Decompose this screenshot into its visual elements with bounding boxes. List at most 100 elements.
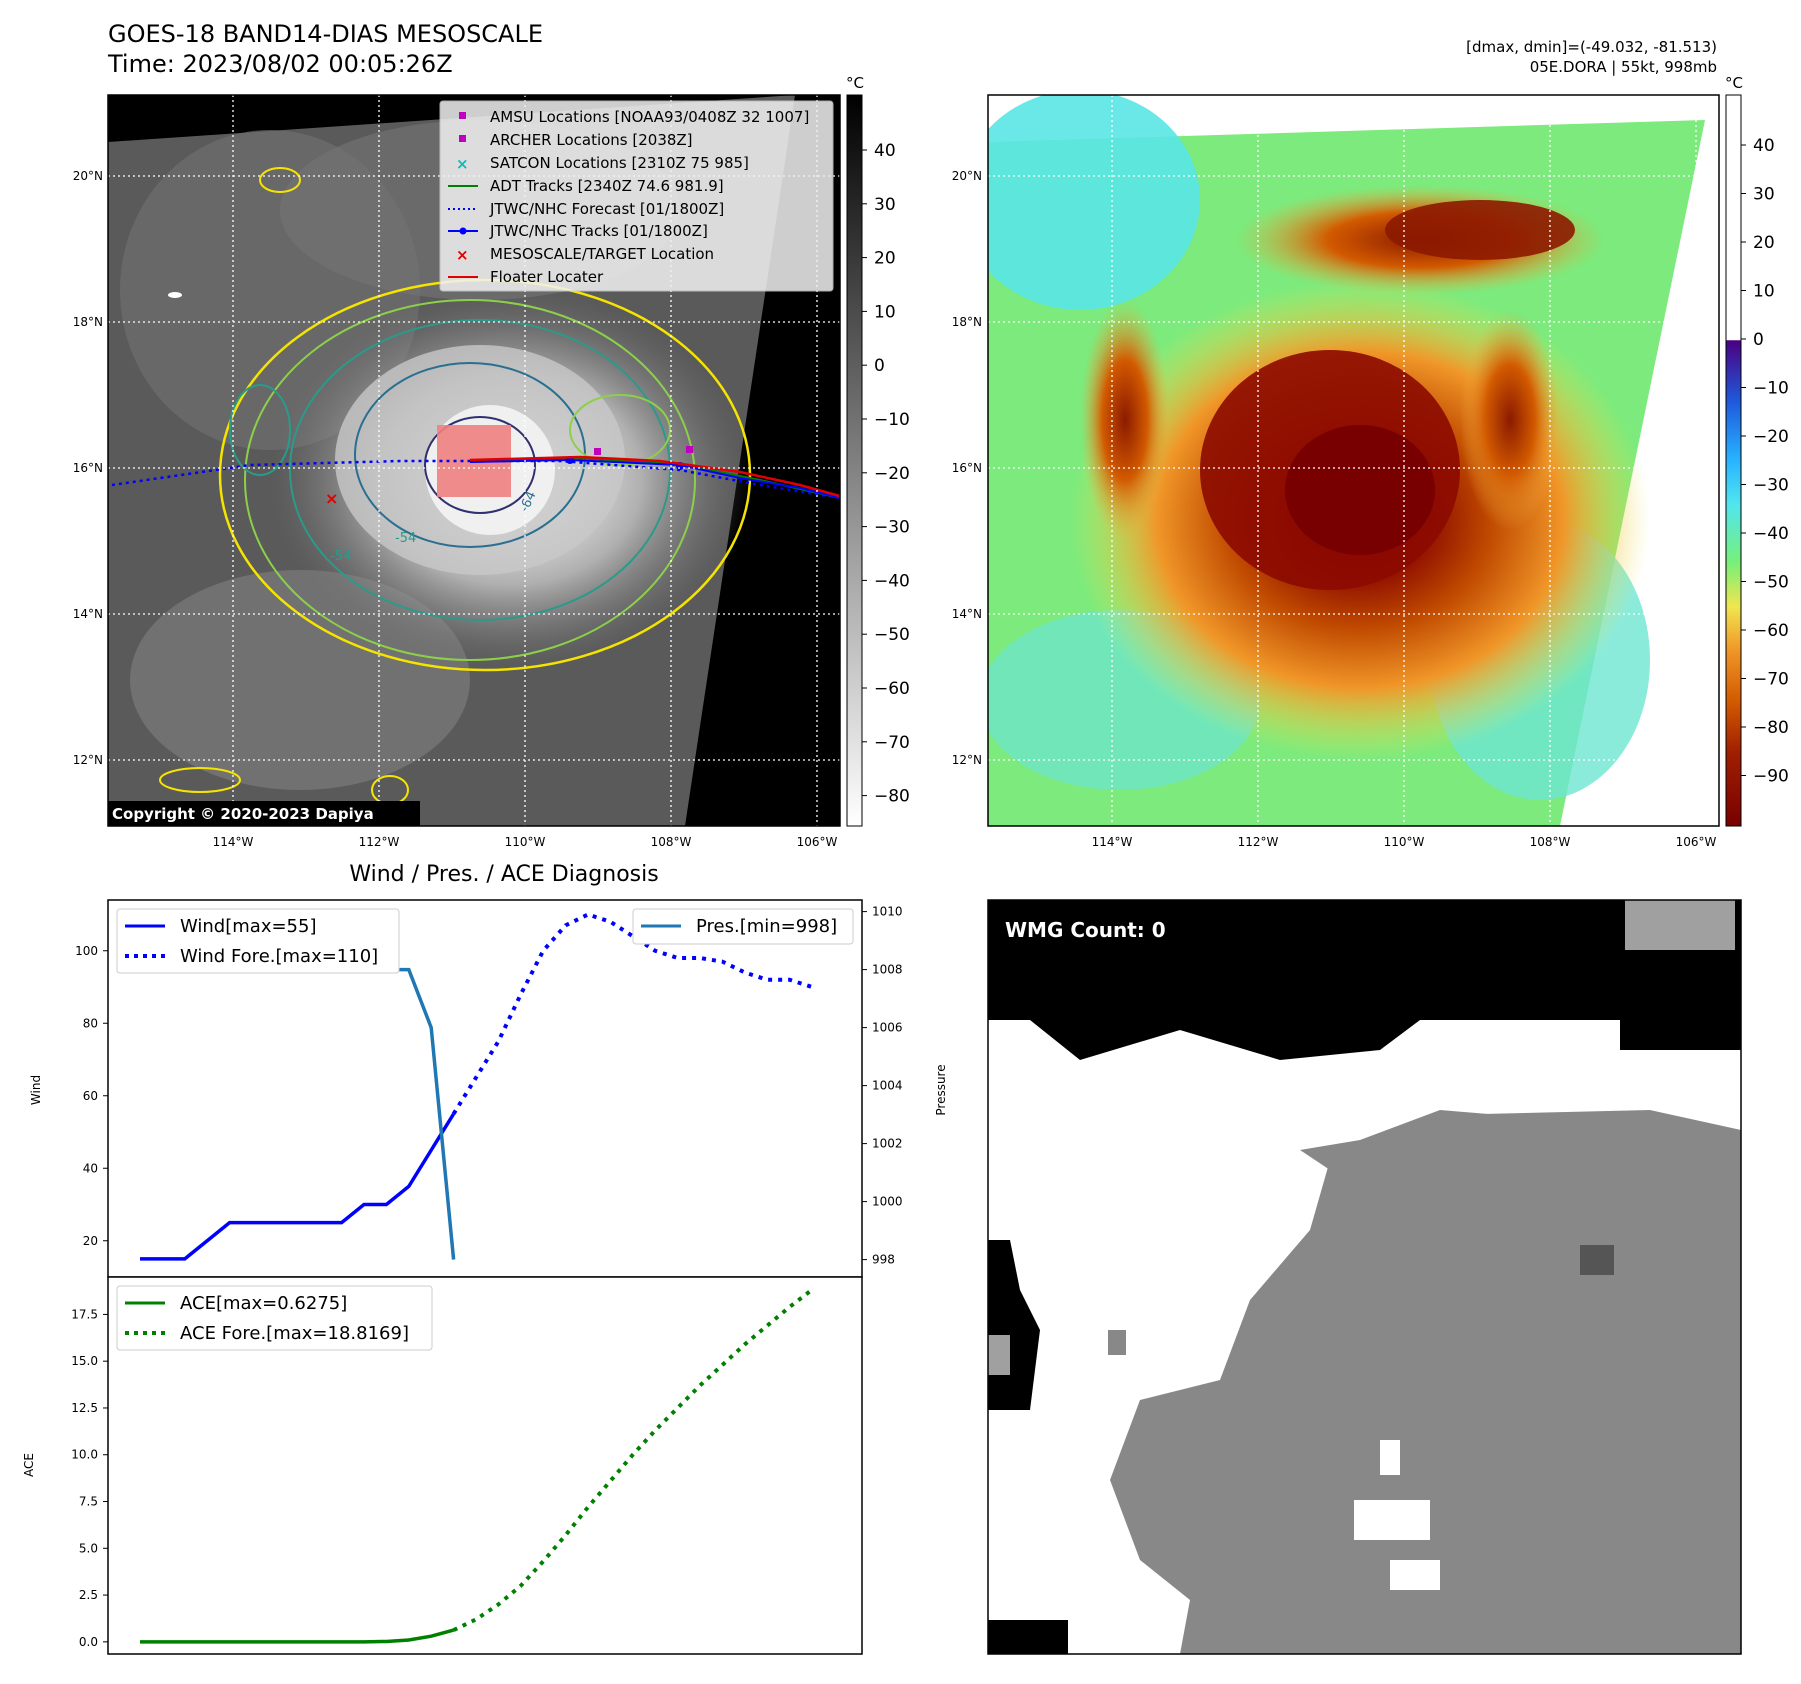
colorbar-tick-label: 0: [874, 356, 885, 376]
wmg-panel: WMG Count: 0: [987, 899, 1742, 1655]
lon-label: 114°W: [213, 835, 254, 849]
ir-color-enhanced-map: [988, 95, 1719, 826]
colorbar-tick-label: −30: [874, 518, 910, 538]
lat-label: 20°N: [73, 169, 103, 183]
lon-label: 112°W: [359, 835, 400, 849]
wind-pressure-plot: 100 80 60 40 20 1010 1008 1006 1004 1002 1000 998 W…: [29, 899, 948, 1278]
colorbar-tick-label: 20: [874, 249, 896, 269]
colorbar-tick-label: −30: [1753, 476, 1789, 496]
figure-title-line1: GOES-18 BAND14-DIAS MESOSCALE: [108, 20, 544, 48]
contour-navy: [424, 416, 536, 514]
pressure-tick-label: 1008: [872, 963, 903, 977]
colorbar-grayscale: °C 40 30 20 10 0 −10 −20 −30 −40 −50 −60 −70 −80: [846, 74, 910, 827]
pressure-tick-label: 998: [872, 1253, 895, 1267]
colorbar-tick-label: 10: [874, 302, 896, 322]
ace-tick-label: 0.0: [79, 1635, 98, 1649]
colorbar-tick-label: −50: [874, 625, 910, 645]
series-line-ace-forecast: [452, 1288, 814, 1632]
colorbar-unit: °C: [1725, 74, 1743, 92]
ace-tick-label: 7.5: [79, 1495, 98, 1509]
ace-legend: ACE[max=0.6275] ACE Fore.[max=18.8169]: [116, 1285, 433, 1351]
lon-label: 112°W: [1238, 835, 1279, 849]
contour-lightgreen: [244, 299, 696, 661]
colorbar-tick-label: −50: [1753, 573, 1789, 593]
colorbar-tick-label: −20: [874, 464, 910, 484]
lat-label: 16°N: [73, 461, 103, 475]
wind-tick-label: 100: [75, 944, 98, 958]
colorbar-tick-label: −20: [1753, 427, 1789, 447]
ace-tick-label: 15.0: [71, 1354, 98, 1368]
lat-label: 18°N: [952, 315, 982, 329]
map-legend: AMSU Locations [NOAA93/0408Z 32 1007] AR…: [439, 100, 834, 292]
colorbar-unit: °C: [846, 74, 864, 92]
contour-label: -54: [330, 549, 351, 564]
ace-tick-label: 17.5: [71, 1307, 98, 1321]
dmax-dmin-readout: [dmax, dmin]=(-49.032, -81.513): [1466, 38, 1717, 56]
archer-marker: [594, 448, 601, 455]
series-line-wind: [140, 1112, 456, 1261]
lon-label: 110°W: [505, 835, 546, 849]
legend-label: MESOSCALE/TARGET Location: [490, 245, 714, 263]
ace-tick-label: 5.0: [79, 1541, 98, 1555]
wind-tick-label: 60: [83, 1089, 98, 1103]
legend-icon-archer: [459, 135, 466, 142]
pressure-tick-label: 1004: [872, 1079, 903, 1093]
wind-tick-label: 20: [83, 1234, 98, 1248]
series-line-ace: [140, 1628, 455, 1644]
legend-label: Pres.[min=998]: [696, 916, 837, 937]
wmg-black-region: [988, 900, 1741, 1060]
legend-label: ARCHER Locations [2038Z]: [490, 131, 693, 149]
legend-icon-amsu: [459, 112, 466, 119]
ace-axis-label: ACE: [22, 1453, 36, 1477]
wind-tick-label: 40: [83, 1161, 98, 1175]
pressure-tick-label: 1010: [872, 905, 903, 919]
wind-axis-label: Wind: [29, 1075, 43, 1105]
legend-label: ACE Fore.[max=18.8169]: [180, 1323, 409, 1344]
lon-label: 106°W: [1676, 835, 1717, 849]
ace-tick-label: 2.5: [79, 1588, 98, 1602]
colorbar-tick-label: −90: [1753, 767, 1789, 787]
legend-label: JTWC/NHC Tracks [01/1800Z]: [489, 222, 708, 240]
map-b-lat-labels: 20°N 18°N 16°N 14°N 12°N: [952, 169, 982, 767]
ace-tick-label: 10.0: [71, 1448, 98, 1462]
lat-label: 14°N: [952, 607, 982, 621]
legend-label: ACE[max=0.6275]: [180, 1293, 347, 1314]
map-gridlines: [988, 95, 1719, 826]
map-a-lat-labels: 20°N 18°N 16°N 14°N 12°N: [73, 169, 103, 767]
copyright-text: Copyright © 2020-2023 Dapiya: [112, 805, 374, 823]
colorbar-tick-label: −80: [874, 787, 910, 807]
lon-label: 108°W: [1530, 835, 1571, 849]
colorbar-tick-label: −60: [874, 679, 910, 699]
colorbar-tick-label: 20: [1753, 233, 1775, 253]
amsu-marker: [686, 446, 693, 453]
colorbar-tick-label: −80: [1753, 718, 1789, 738]
colorbar-tick-label: 30: [874, 195, 896, 215]
target-marker: ×: [325, 489, 338, 508]
legend-label: AMSU Locations [NOAA93/0408Z 32 1007]: [490, 108, 809, 126]
wmg-count: WMG Count: 0: [1005, 918, 1166, 942]
pressure-tick-label: 1006: [872, 1021, 903, 1035]
lat-label: 18°N: [73, 315, 103, 329]
lat-label: 12°N: [73, 753, 103, 767]
series-line-wind-forecast: [451, 912, 813, 1115]
lat-label: 12°N: [952, 753, 982, 767]
wind-legend: Wind[max=55] Wind Fore.[max=110]: [116, 908, 400, 974]
legend-label: ADT Tracks [2340Z 74.6 981.9]: [490, 177, 724, 195]
lat-label: 14°N: [73, 607, 103, 621]
map-a-lon-labels: 114°W 112°W 110°W 108°W 106°W: [213, 835, 838, 849]
lon-label: 108°W: [651, 835, 692, 849]
floater-track: [469, 455, 840, 498]
pressure-tick-label: 1000: [872, 1195, 903, 1209]
wind-tick-label: 80: [83, 1016, 98, 1030]
colorbar-color: °C 40 30 20 10 0 −10 −20 −30 −40 −50 −60 −70 −80 −90: [1725, 74, 1789, 827]
lon-label: 106°W: [797, 835, 838, 849]
colorbar-tick-label: 40: [874, 141, 896, 161]
legend-label: Wind Fore.[max=110]: [180, 946, 378, 967]
figure-title-line2: Time: 2023/08/02 00:05:26Z: [108, 50, 453, 78]
colorbar-tick-label: −10: [1753, 379, 1789, 399]
legend-label: Floater Locater: [490, 268, 604, 286]
contour-teal: [289, 319, 671, 621]
colorbar-tick-label: −40: [874, 571, 910, 591]
copyright-box: [108, 801, 420, 826]
